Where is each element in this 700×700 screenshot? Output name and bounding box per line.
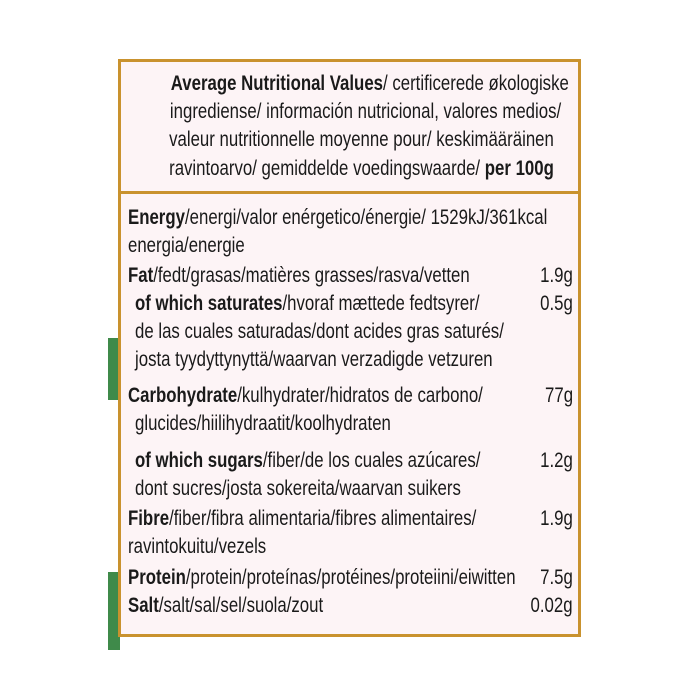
nutrient-row: ravintokuitu/vezels	[128, 535, 266, 559]
nutrient-name: Fat	[128, 264, 154, 287]
nutrient-translations: de las cuales saturadas/dont acides gras…	[135, 320, 504, 343]
nutrient-translations: /fiber/fibra alimentaria/fibres alimenta…	[169, 507, 477, 530]
nutrient-translations: /energi/valor enérgetico/énergie/ 1529kJ…	[184, 206, 548, 229]
header-title: Average Nutritional Values	[170, 72, 384, 95]
per-100g: per 100g	[484, 157, 554, 180]
nutrient-translations: energia/energie	[128, 234, 245, 257]
header-line: ingrediense/ información nutricional, va…	[121, 100, 578, 124]
nutrient-translations: dont sucres/josta sokereita/waarvan suik…	[135, 477, 461, 500]
nutrient-translations: /salt/sal/sel/suola/zout	[158, 594, 324, 617]
header-divider	[118, 191, 581, 194]
nutrient-value: 1.2g	[540, 449, 573, 472]
header-text: ingrediense/ información nutricional, va…	[169, 100, 562, 123]
nutrient-value: 1.9g	[540, 507, 573, 530]
header-text: / certificerede økologiske	[383, 72, 569, 95]
nutrient-name: Fibre	[128, 507, 170, 530]
nutrient-row: de las cuales saturadas/dont acides gras…	[135, 320, 504, 344]
nutrient-value: 77g	[544, 384, 573, 407]
nutrient-translations: glucides/hiilihydraatit/koolhydraten	[135, 412, 391, 435]
header-text: valeur nutritionnelle moyenne pour/ kesk…	[169, 128, 554, 151]
nutrient-translations: /fiber/de los cuales azúcares/	[262, 449, 481, 472]
nutrient-row: glucides/hiilihydraatit/koolhydraten	[135, 412, 391, 436]
nutrient-name: Energy	[128, 206, 185, 229]
header-line: Average Nutritional Values/ certificered…	[121, 72, 578, 96]
nutrient-translations: /fedt/grasas/matières grasses/rasva/vett…	[153, 264, 470, 287]
nutrient-row: dont sucres/josta sokereita/waarvan suik…	[135, 477, 461, 501]
nutrient-translations: josta tyydyttynyttä/waarvan verzadigde v…	[135, 348, 493, 371]
nutrition-label	[118, 59, 581, 637]
nutrient-row: Energy/energi/valor enérgetico/énergie/ …	[128, 206, 547, 230]
nutrient-name: Salt	[128, 594, 159, 617]
nutrient-translations: /kulhydrater/hidratos de carbono/	[237, 384, 483, 407]
nutrient-name: of which sugars	[135, 449, 263, 472]
nutrient-row: josta tyydyttynyttä/waarvan verzadigde v…	[135, 348, 493, 372]
nutrient-name: of which saturates	[135, 292, 283, 315]
nutrient-name: Carbohydrate	[128, 384, 238, 407]
header-text: ravintoarvo/ gemiddelde voedingswaarde/	[169, 157, 485, 180]
nutrient-row: Carbohydrate/kulhydrater/hidratos de car…	[128, 384, 483, 408]
header-line: valeur nutritionnelle moyenne pour/ kesk…	[121, 128, 578, 152]
nutrient-row: energia/energie	[128, 234, 245, 258]
nutrient-row: Protein/protein/proteínas/protéines/prot…	[128, 566, 516, 590]
nutrient-row: Fibre/fiber/fibra alimentaria/fibres ali…	[128, 507, 476, 531]
nutrient-value: 7.5g	[540, 566, 573, 589]
nutrient-translations: /hvoraf mættede fedtsyrer/	[282, 292, 480, 315]
package-green-edge-bottom	[108, 572, 120, 650]
nutrient-row: Fat/fedt/grasas/matières grasses/rasva/v…	[128, 264, 470, 288]
nutrient-name: Protein	[128, 566, 186, 589]
nutrient-value: 0.02g	[530, 594, 573, 617]
nutrient-translations: ravintokuitu/vezels	[128, 535, 267, 558]
nutrient-translations: /protein/proteínas/protéines/proteiini/e…	[185, 566, 516, 589]
nutrient-value: 1.9g	[540, 264, 573, 287]
header-line: ravintoarvo/ gemiddelde voedingswaarde/ …	[121, 157, 578, 181]
nutrient-row: of which sugars/fiber/de los cuales azúc…	[135, 449, 480, 473]
nutrient-row: Salt/salt/sal/sel/suola/zout	[128, 594, 323, 618]
nutrient-row: of which saturates/hvoraf mættede fedtsy…	[135, 292, 480, 316]
nutrient-value: 0.5g	[540, 292, 573, 315]
package-green-edge-top	[108, 338, 120, 400]
